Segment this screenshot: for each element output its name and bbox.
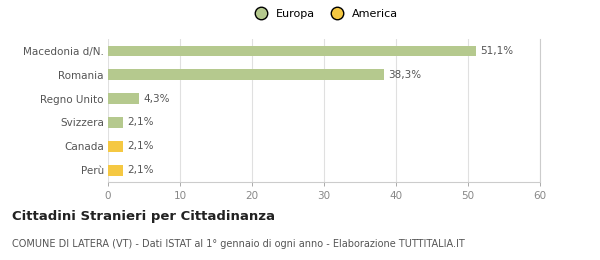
Text: Cittadini Stranieri per Cittadinanza: Cittadini Stranieri per Cittadinanza	[12, 210, 275, 223]
Text: 51,1%: 51,1%	[480, 46, 514, 56]
Text: 2,1%: 2,1%	[127, 141, 154, 151]
Bar	[108, 141, 123, 152]
Text: 38,3%: 38,3%	[388, 70, 421, 80]
Bar	[108, 117, 123, 128]
Bar	[108, 69, 384, 80]
Text: COMUNE DI LATERA (VT) - Dati ISTAT al 1° gennaio di ogni anno - Elaborazione TUT: COMUNE DI LATERA (VT) - Dati ISTAT al 1°…	[12, 239, 465, 249]
Legend: Europa, America: Europa, America	[246, 4, 402, 23]
Bar	[108, 165, 123, 176]
Text: 2,1%: 2,1%	[127, 165, 154, 175]
Bar	[108, 46, 476, 56]
Text: 2,1%: 2,1%	[127, 118, 154, 127]
Bar	[108, 93, 139, 104]
Text: 4,3%: 4,3%	[143, 94, 170, 103]
